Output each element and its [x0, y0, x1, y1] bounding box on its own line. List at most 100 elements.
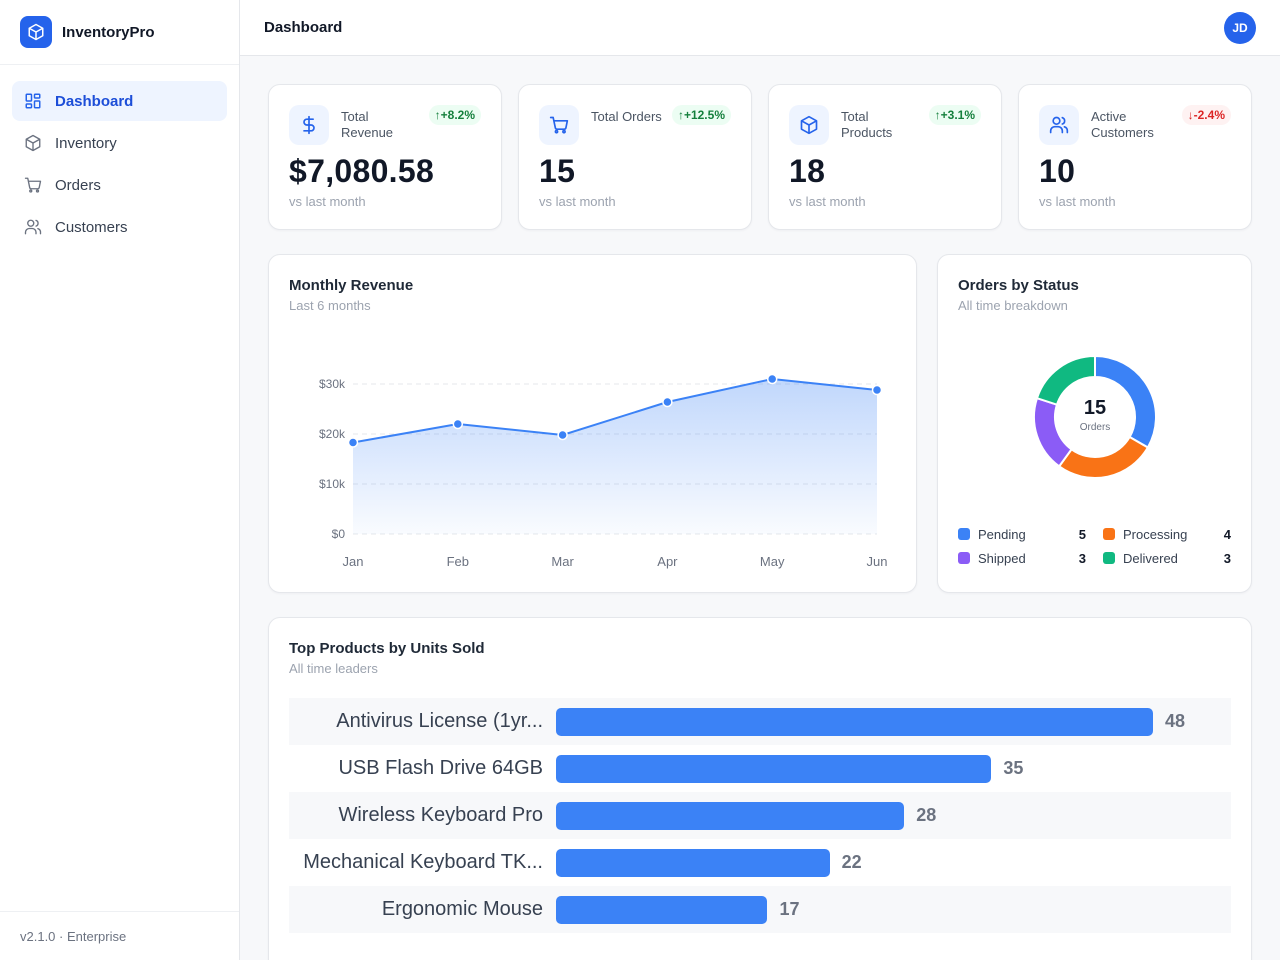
- stat-card-customers: Active Customers ↓ -2.4% 10 vs last month: [1018, 84, 1252, 230]
- avatar[interactable]: JD: [1224, 12, 1256, 44]
- status-chart-card: Orders by Status All time breakdown 15 O…: [937, 254, 1252, 593]
- arrow-down-icon: ↓: [1187, 108, 1194, 122]
- stat-value: 18: [789, 153, 826, 189]
- trend-badge: ↑ +3.1%: [928, 105, 981, 125]
- stat-subtext: vs last month: [539, 194, 616, 209]
- brand-name: InventoryPro: [62, 23, 155, 41]
- stat-label: Total Orders: [591, 109, 662, 124]
- box-icon: [20, 16, 52, 48]
- revenue-point[interactable]: [766, 373, 778, 385]
- box-icon: [789, 105, 829, 145]
- stat-subtext: vs last month: [289, 194, 366, 209]
- stat-card-revenue: Total Revenue ↑ +8.2% $7,080.58 vs last m…: [268, 84, 502, 230]
- page-title: Dashboard: [264, 19, 343, 36]
- legend-count: 4: [1223, 526, 1231, 542]
- y-tick-label: $30k: [319, 377, 346, 391]
- donut-slice-shipped[interactable]: [1033, 396, 1073, 468]
- product-name: Mechanical Keyboard TK...: [303, 851, 543, 873]
- legend-item-pending: Pending 5: [958, 525, 1086, 543]
- legend-swatch: [958, 552, 970, 564]
- stat-label: Active Customers: [1091, 109, 1154, 140]
- top-header: Dashboard JD: [240, 0, 1280, 56]
- x-tick-label: Jan: [343, 554, 364, 569]
- trend-badge: ↑ +8.2%: [428, 105, 481, 125]
- cart-icon: [24, 176, 42, 194]
- revenue-point[interactable]: [347, 437, 359, 448]
- revenue-point[interactable]: [662, 396, 673, 408]
- sidebar-item-orders[interactable]: Orders: [12, 165, 227, 205]
- sidebar-item-inventory[interactable]: Inventory: [12, 123, 227, 163]
- product-bar[interactable]: [556, 849, 830, 877]
- legend-item-processing: Processing 4: [1103, 525, 1231, 543]
- stat-value: $7,080.58: [289, 153, 435, 189]
- trend-value: +12.5%: [683, 108, 725, 122]
- users-icon: [24, 218, 42, 236]
- legend-swatch: [1103, 552, 1115, 564]
- product-units: 22: [841, 852, 862, 872]
- legend-count: 3: [1223, 550, 1231, 566]
- donut-total: 15: [1084, 397, 1106, 419]
- trend-value: -2.4%: [1193, 108, 1225, 122]
- arrow-up-icon: ↑: [934, 108, 941, 122]
- product-bar-row: Ergonomic Mouse 17: [289, 886, 1231, 933]
- revenue-line: [352, 377, 878, 444]
- dashboard-icon: [24, 92, 42, 110]
- sidebar-item-dashboard[interactable]: Dashboard: [12, 81, 227, 121]
- product-units: 48: [1165, 711, 1186, 731]
- cart-icon: [539, 105, 579, 145]
- legend-swatch: [958, 528, 970, 540]
- trend-value: +3.1%: [940, 108, 975, 122]
- trend-badge: ↑ +12.5%: [671, 105, 731, 125]
- legend-item-delivered: Delivered 3: [1103, 549, 1231, 567]
- revenue-point[interactable]: [452, 418, 464, 430]
- x-tick-label: Jun: [867, 554, 888, 569]
- version-label: v2.1.0 · Enterprise: [0, 911, 239, 960]
- x-tick-label: May: [760, 554, 785, 569]
- legend-item-shipped: Shipped 3: [958, 549, 1086, 567]
- card-title: Top Products by Units Sold: [289, 640, 485, 657]
- product-bar-row: Mechanical Keyboard TK... 22: [289, 839, 1231, 886]
- product-units: 28: [916, 805, 937, 825]
- arrow-up-icon: ↑: [434, 108, 441, 122]
- x-tick-label: Mar: [551, 554, 574, 569]
- stat-card-orders: Total Orders ↑ +12.5% 15 vs last month: [518, 84, 752, 230]
- card-subtitle: Last 6 months: [289, 298, 371, 313]
- box-icon: [24, 134, 42, 152]
- sidebar-item-customers[interactable]: Customers: [12, 207, 227, 247]
- stat-label: Total Products: [841, 109, 893, 140]
- legend-label: Pending: [978, 526, 1026, 542]
- arrow-up-icon: ↑: [677, 108, 684, 122]
- legend-label: Delivered: [1123, 550, 1178, 566]
- product-bar[interactable]: [556, 896, 768, 924]
- status-donut-chart: 15 Orders: [1033, 354, 1157, 479]
- product-bar[interactable]: [556, 708, 1153, 736]
- sidebar-item-label: Inventory: [55, 134, 117, 152]
- y-tick-label: $10k: [319, 477, 346, 491]
- trend-value: +8.2%: [440, 108, 475, 122]
- legend-swatch: [1103, 528, 1115, 540]
- donut-slice-delivered[interactable]: [1035, 354, 1096, 406]
- donut-slice-processing[interactable]: [1057, 435, 1150, 479]
- revenue-area-chart: $0 $10k $20k $30k Jan Feb Mar Apr May Jun: [319, 373, 888, 569]
- stat-label: Total Revenue: [341, 109, 394, 140]
- sidebar-item-label: Orders: [55, 176, 101, 194]
- trend-badge: ↓ -2.4%: [1181, 105, 1231, 125]
- stat-subtext: vs last month: [1039, 194, 1116, 209]
- product-bar[interactable]: [556, 755, 992, 783]
- revenue-point[interactable]: [557, 429, 568, 441]
- card-title: Orders by Status: [958, 277, 1079, 294]
- brand[interactable]: InventoryPro: [0, 0, 239, 65]
- revenue-point[interactable]: [871, 384, 883, 396]
- sidebar-item-label: Dashboard: [55, 92, 134, 110]
- revenue-chart-card: Monthly Revenue Last 6 months $0 $10k $20k…: [268, 254, 917, 593]
- users-icon: [1039, 105, 1079, 145]
- y-tick-label: $0: [332, 527, 346, 541]
- product-bar[interactable]: [556, 802, 905, 830]
- product-name: Antivirus License (1yr...: [336, 710, 543, 732]
- top-products-card: Top Products by Units Sold All time lead…: [268, 617, 1252, 960]
- product-bar-row: Wireless Keyboard Pro 28: [289, 792, 1231, 839]
- product-name: USB Flash Drive 64GB: [338, 757, 543, 779]
- sidebar: InventoryPro Dashboard Inventory Orders …: [0, 0, 240, 960]
- product-bar-row: Antivirus License (1yr... 48: [289, 698, 1231, 745]
- dollar-icon: [289, 105, 329, 145]
